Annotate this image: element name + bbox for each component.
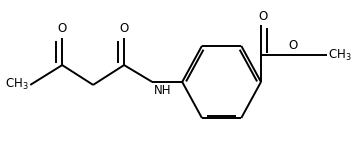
Text: NH: NH — [154, 84, 171, 97]
Text: O: O — [119, 22, 129, 35]
Text: O: O — [288, 38, 297, 52]
Text: CH$_3$: CH$_3$ — [5, 77, 29, 92]
Text: CH$_3$: CH$_3$ — [328, 48, 352, 63]
Text: O: O — [58, 22, 67, 35]
Text: O: O — [258, 9, 267, 22]
